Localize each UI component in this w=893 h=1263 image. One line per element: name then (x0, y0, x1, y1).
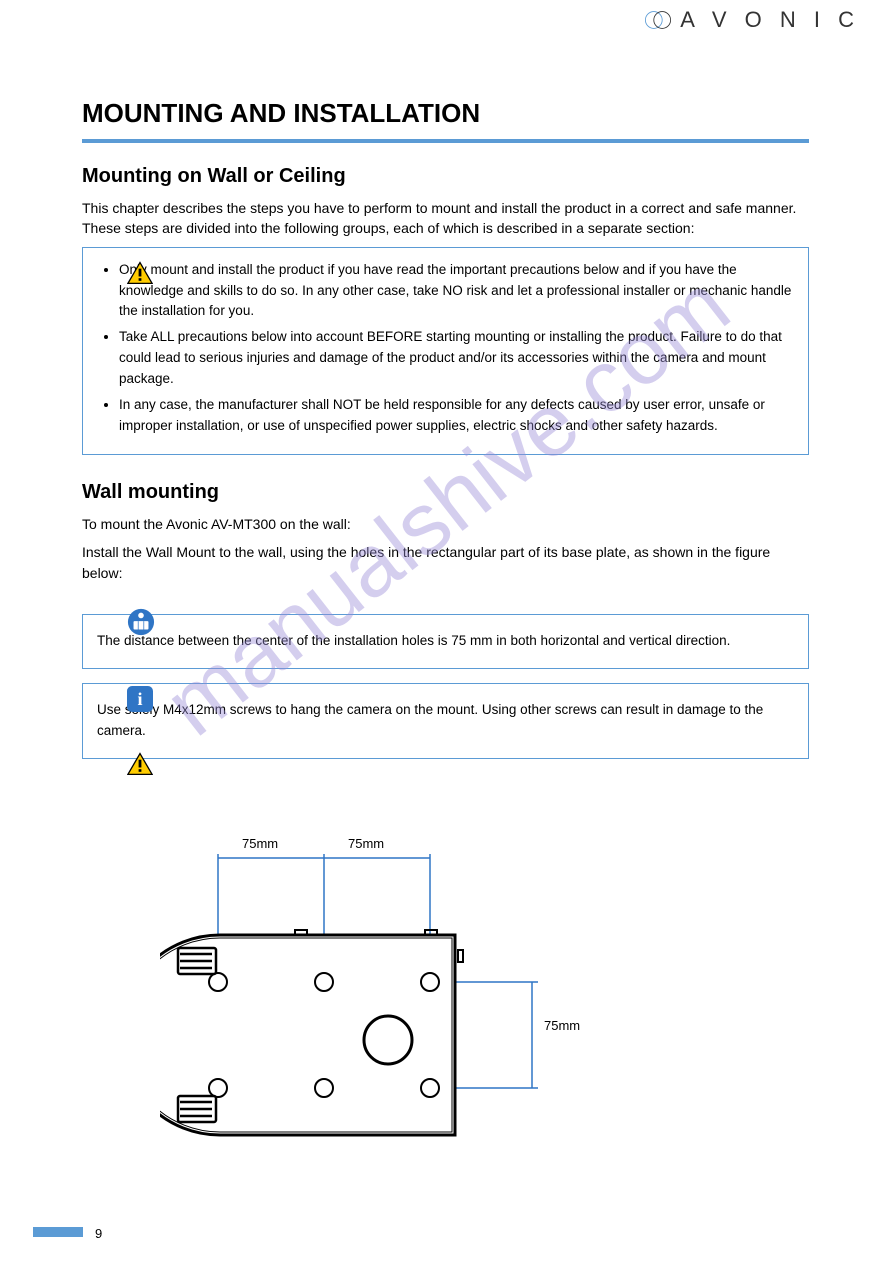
warning-item: Take ALL precautions below into account … (119, 327, 794, 390)
info-icon: i (127, 686, 153, 712)
intro-paragraph: This chapter describes the steps you hav… (82, 198, 809, 239)
dim-label-h1: 75mm (242, 836, 278, 851)
wall-intro: To mount the Avonic AV-MT300 on the wall… (82, 514, 809, 534)
page-number-bar (33, 1227, 83, 1237)
logo-rings-icon (644, 6, 672, 34)
title-divider (82, 139, 809, 143)
section-heading-mounting: Mounting on Wall or Ceiling (82, 165, 809, 188)
brand-logo: A V O N I C (644, 6, 860, 34)
page-number: 9 (95, 1226, 102, 1241)
mount-diagram: 75mm 75mm 75mm (160, 830, 590, 1230)
screw-warning-text: Use solely M4x12mm screws to hang the ca… (97, 700, 794, 742)
install-instruction: Install the Wall Mount to the wall, usin… (82, 542, 809, 584)
brand-name: A V O N I C (680, 7, 860, 33)
info-text: The distance between the center of the i… (97, 631, 794, 652)
info-box: The distance between the center of the i… (82, 614, 809, 669)
safety-warning-box: Only mount and install the product if yo… (82, 247, 809, 455)
dim-label-h2: 75mm (348, 836, 384, 851)
warning-item: Only mount and install the product if yo… (119, 260, 794, 323)
section-heading-wall: Wall mounting (82, 481, 809, 504)
dim-label-v: 75mm (544, 1018, 580, 1033)
warning-icon (127, 261, 153, 285)
warning-icon (127, 752, 153, 776)
screw-warning-box: Use solely M4x12mm screws to hang the ca… (82, 683, 809, 759)
warning-item: In any case, the manufacturer shall NOT … (119, 395, 794, 437)
page-title: MOUNTING AND INSTALLATION (82, 98, 809, 129)
read-instructions-icon (127, 608, 155, 636)
